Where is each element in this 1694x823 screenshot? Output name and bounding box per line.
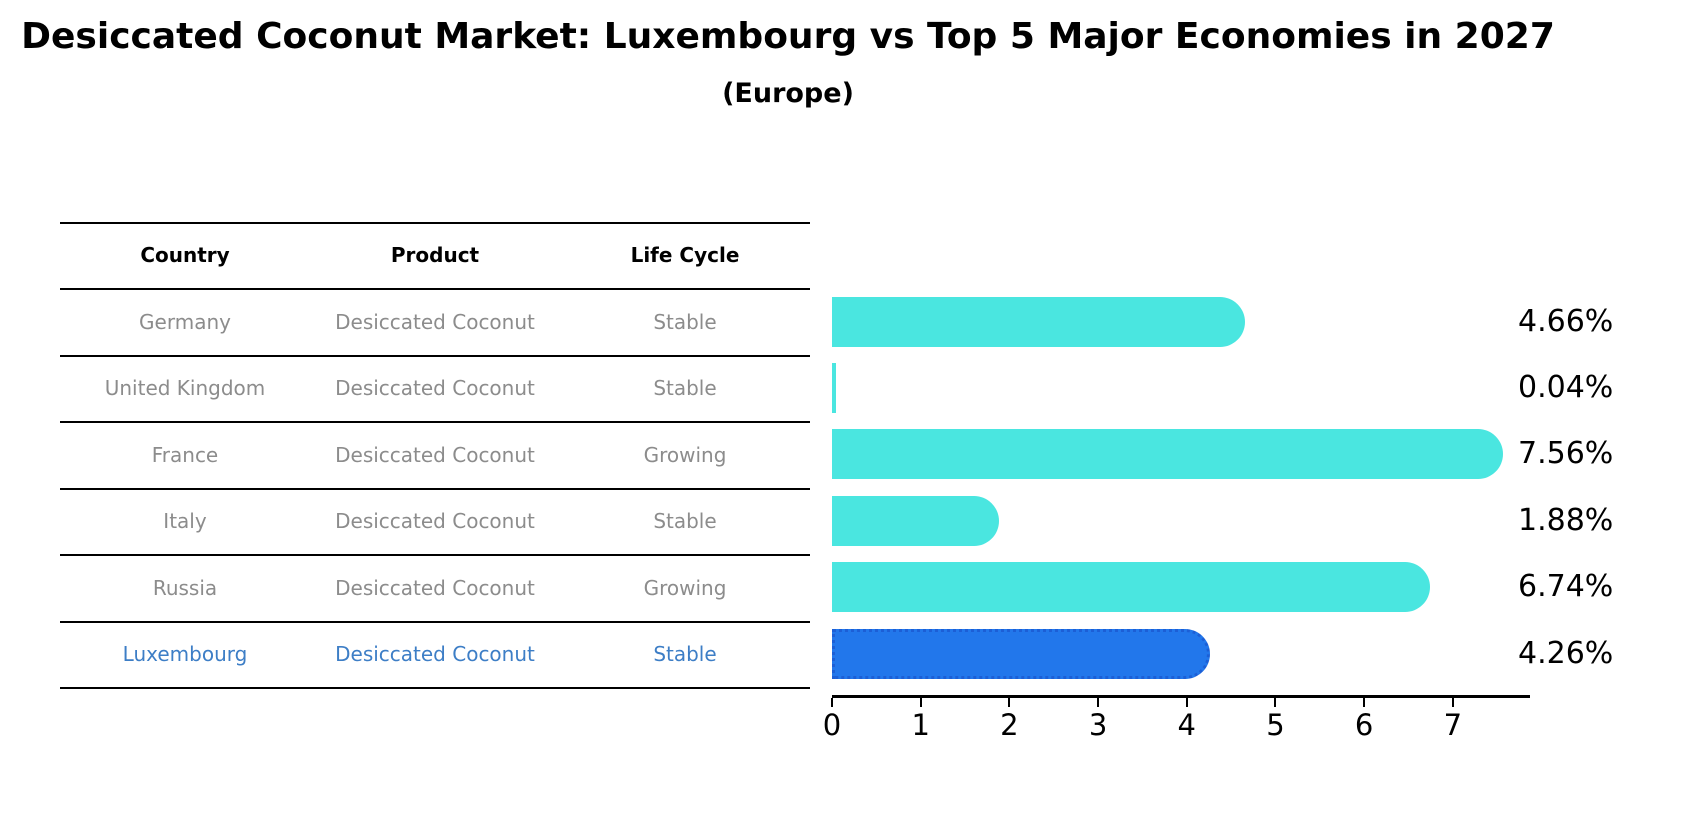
x-axis-tick-label: 4	[1177, 708, 1196, 742]
cell-lifecycle: Stable	[653, 642, 717, 666]
value-label-germany: 4.66%	[1518, 303, 1614, 339]
x-axis-tickmark	[831, 698, 833, 707]
x-axis-tickmark	[1451, 698, 1454, 707]
x-axis-tick-label: 3	[1088, 708, 1108, 742]
cell-country: Italy	[163, 509, 207, 533]
table-row-luxembourg: Luxembourg Desiccated Coconut Stable	[60, 640, 810, 668]
table-rule	[60, 488, 810, 490]
cell-product: Desiccated Coconut	[335, 310, 535, 334]
bar-united-kingdom	[832, 362, 836, 413]
cell-country: Germany	[139, 310, 231, 334]
cell-lifecycle: Growing	[643, 443, 727, 467]
bar-russia	[832, 562, 1430, 613]
x-axis-tick-label: 6	[1354, 708, 1374, 742]
x-axis-tickmark	[1363, 698, 1366, 707]
x-axis-tick-label: 0	[822, 708, 842, 742]
cell-product: Desiccated Coconut	[335, 376, 535, 400]
cell-country: Russia	[152, 576, 218, 600]
value-label-luxembourg: 4.26%	[1518, 635, 1614, 671]
table-rule	[60, 222, 810, 224]
table-rule	[60, 621, 810, 623]
bar-luxembourg	[832, 628, 1210, 679]
value-label-france: 7.56%	[1518, 436, 1614, 472]
table-rule	[60, 288, 810, 290]
table-rule	[60, 687, 810, 689]
chart-subtitle: (Europe)	[722, 78, 854, 109]
table-row-russia: Russia Desiccated Coconut Growing	[60, 574, 810, 602]
x-axis-tick-label: 2	[1000, 708, 1019, 742]
table-header-row: Country Product Life Cycle	[60, 241, 810, 269]
cell-product: Desiccated Coconut	[335, 576, 535, 600]
value-label-united-kingdom: 0.04%	[1518, 369, 1614, 405]
x-axis-tick-label: 7	[1443, 708, 1463, 742]
x-axis-tickmark	[919, 698, 922, 707]
cell-lifecycle: Growing	[643, 576, 727, 600]
x-axis-tickmark	[1008, 698, 1011, 707]
value-label-italy: 1.88%	[1518, 502, 1614, 538]
x-axis-tick-label: 1	[911, 708, 930, 742]
cell-product: Desiccated Coconut	[335, 443, 535, 467]
table-rule	[60, 355, 810, 357]
bar-italy	[832, 495, 999, 546]
table-rule	[60, 554, 810, 556]
x-axis-tickmark	[1274, 698, 1277, 707]
cell-lifecycle: Stable	[653, 310, 717, 334]
x-axis-tickmark	[1185, 698, 1188, 707]
table-row-france: France Desiccated Coconut Growing	[60, 441, 810, 469]
cell-country: France	[151, 443, 219, 467]
column-header-country: Country	[140, 243, 230, 267]
cell-lifecycle: Stable	[653, 376, 717, 400]
table-row-italy: Italy Desiccated Coconut Stable	[60, 507, 810, 535]
column-header-lifecycle: Life Cycle	[630, 243, 740, 267]
table-row-germany: Germany Desiccated Coconut Stable	[60, 308, 810, 336]
x-axis-tickmark	[1097, 698, 1100, 707]
cell-product: Desiccated Coconut	[335, 642, 535, 666]
x-axis-line	[832, 695, 1530, 698]
value-label-russia: 6.74%	[1518, 569, 1614, 605]
column-header-product: Product	[390, 243, 480, 267]
table-rule	[60, 421, 810, 423]
cell-country: Luxembourg	[122, 642, 248, 666]
cell-lifecycle: Stable	[653, 509, 717, 533]
table-row-united-kingdom: United Kingdom Desiccated Coconut Stable	[60, 374, 810, 402]
cell-country: United Kingdom	[104, 376, 266, 400]
bar-france	[832, 429, 1503, 480]
bar-germany	[832, 296, 1246, 347]
cell-product: Desiccated Coconut	[335, 509, 535, 533]
chart-title: Desiccated Coconut Market: Luxembourg vs…	[21, 16, 1555, 57]
x-axis-tick-label: 5	[1266, 708, 1285, 742]
